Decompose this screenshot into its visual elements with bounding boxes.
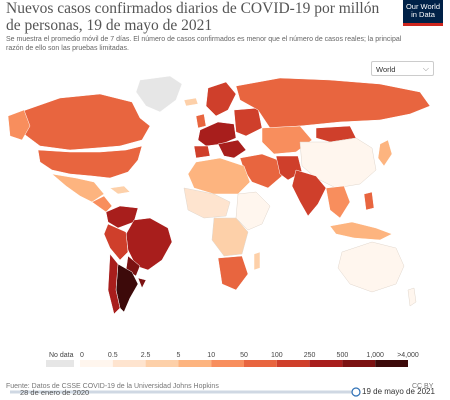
legend-swatch[interactable]: [276, 360, 310, 367]
legend-swatch[interactable]: [211, 360, 244, 367]
legend-swatch[interactable]: [244, 360, 277, 367]
map-region-eastern-europe[interactable]: [233, 107, 263, 137]
map-region-southeast-asia[interactable]: [325, 185, 351, 219]
map-region-canada[interactable]: [19, 93, 151, 151]
map-region-united-kingdom[interactable]: [195, 113, 207, 129]
region-select[interactable]: World ⌵: [371, 61, 434, 76]
legend-swatch[interactable]: [342, 360, 376, 367]
map-region-central-asia[interactable]: [261, 125, 313, 155]
legend-tick-label: 1,000: [366, 352, 384, 359]
legend-tick-label: 50: [240, 352, 248, 359]
chevron-down-icon: ⌵: [422, 64, 429, 73]
map-region-scandinavia[interactable]: [205, 81, 237, 117]
map-region-australia[interactable]: [337, 241, 405, 293]
legend-tick-label: 0: [80, 352, 84, 359]
legend-tick-label: 10: [207, 352, 215, 359]
map-region-iberia[interactable]: [193, 145, 211, 159]
timeline-start-date: 28 de enero de 2020: [20, 388, 90, 397]
world-map[interactable]: [0, 70, 450, 350]
legend-swatch[interactable]: [375, 360, 408, 367]
legend-swatch[interactable]: [145, 360, 179, 367]
map-region-japan-korea[interactable]: [377, 139, 393, 167]
source-note: Fuente: Datos de CSSE COVID-19 de la Uni…: [6, 383, 219, 390]
timeline-current-date: 19 de mayo de 2021: [362, 387, 435, 396]
map-region-southern-africa[interactable]: [217, 255, 249, 291]
map-region-north-africa[interactable]: [187, 157, 251, 195]
map-region-alaska[interactable]: [7, 109, 31, 141]
chart-title: Nuevos casos confirmados diarios de COVI…: [6, 0, 380, 34]
legend-no-data-label: No data: [49, 352, 74, 359]
map-region-peru-bolivia[interactable]: [103, 223, 129, 261]
map-region-southern-europe[interactable]: [217, 139, 247, 159]
map-region-mexico[interactable]: [51, 173, 105, 203]
legend-tick-label: 250: [304, 352, 316, 359]
legend-no-data-swatch[interactable]: [46, 360, 74, 367]
map-region-caribbean[interactable]: [109, 185, 131, 195]
map-region-philippines[interactable]: [363, 191, 375, 211]
legend-swatch[interactable]: [178, 360, 212, 367]
color-legend: No data 0 0.5 2.5 5 10 50 100 250 500 1,000 >4,000: [46, 352, 419, 367]
map-region-china[interactable]: [299, 137, 377, 189]
logo-text-line1: Our World: [405, 2, 441, 11]
map-region-central-america[interactable]: [91, 195, 113, 213]
map-region-western-europe[interactable]: [197, 121, 237, 147]
legend-swatch[interactable]: [309, 360, 343, 367]
map-region-united-states[interactable]: [37, 145, 143, 179]
map-region-madagascar[interactable]: [253, 251, 261, 271]
owid-logo[interactable]: Our World in Data: [403, 0, 443, 26]
legend-tick-label: >4,000: [397, 352, 419, 359]
timeline-handle[interactable]: [351, 387, 361, 397]
legend-swatch[interactable]: [80, 360, 113, 367]
license-label[interactable]: CC BY: [412, 383, 434, 390]
logo-accent-bar: [403, 23, 443, 26]
legend-tick-label: 100: [271, 352, 283, 359]
map-region-india[interactable]: [291, 169, 327, 217]
map-region-uruguay[interactable]: [137, 277, 147, 289]
legend-swatch[interactable]: [112, 360, 146, 367]
legend-tick-label: 0.5: [108, 352, 118, 359]
map-region-indonesia[interactable]: [329, 221, 393, 241]
logo-text-line2: in Data: [411, 10, 435, 19]
legend-tick-label: 500: [337, 352, 349, 359]
map-region-west-africa[interactable]: [183, 187, 231, 219]
region-select-value: World: [376, 65, 396, 74]
map-region-greenland[interactable]: [135, 75, 183, 113]
legend-tick-label: 2.5: [141, 352, 151, 359]
timeline-slider[interactable]: [0, 386, 450, 400]
chart-subtitle: Se muestra el promedio móvil de 7 días. …: [6, 36, 402, 52]
map-region-iceland[interactable]: [183, 97, 199, 107]
map-region-new-zealand[interactable]: [407, 287, 417, 307]
legend-tick-label: 5: [176, 352, 180, 359]
map-region-russia[interactable]: [235, 77, 431, 129]
map-region-central-africa[interactable]: [211, 217, 249, 257]
map-region-chile[interactable]: [107, 253, 121, 315]
